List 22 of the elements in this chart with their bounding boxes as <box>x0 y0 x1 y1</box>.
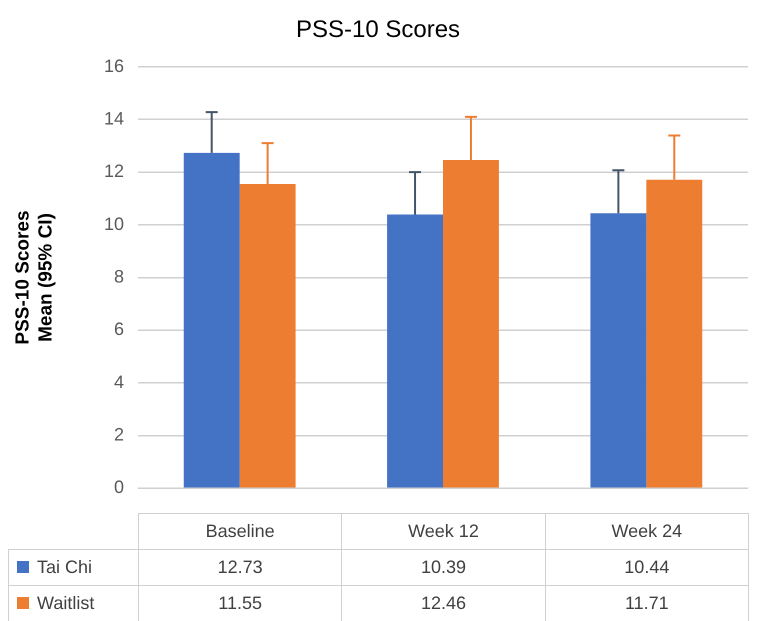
y-tick-label: 0 <box>114 477 124 498</box>
data-label: 12.46 <box>342 586 546 621</box>
y-tick-label: 8 <box>114 266 124 286</box>
chart-title: PSS-10 Scores <box>296 16 460 44</box>
data-label: 10.39 <box>342 550 546 586</box>
y-tick-label: 10 <box>104 214 124 234</box>
legend-label: Tai Chi <box>8 550 138 586</box>
y-tick-label: 2 <box>114 424 124 444</box>
data-label: 12.73 <box>138 550 342 586</box>
y-tick-label: 12 <box>104 161 124 182</box>
x-tick-label: Week 24 <box>545 514 748 550</box>
x-tick-label: Week 12 <box>342 514 546 550</box>
y-tick-label: 6 <box>114 319 124 340</box>
data-label: 11.71 <box>545 586 748 621</box>
data-label: 10.44 <box>545 550 748 586</box>
y-tick-label: 14 <box>104 108 124 128</box>
x-tick-label: Baseline <box>138 514 342 550</box>
y-tick-label: 4 <box>114 372 124 392</box>
data-label: 11.55 <box>138 586 342 621</box>
y-axis-title: PSS-10 Scores Mean (95% CI) <box>12 210 56 345</box>
y-tick-label: 16 <box>104 56 124 76</box>
legend-label: Waitlist <box>8 586 138 621</box>
